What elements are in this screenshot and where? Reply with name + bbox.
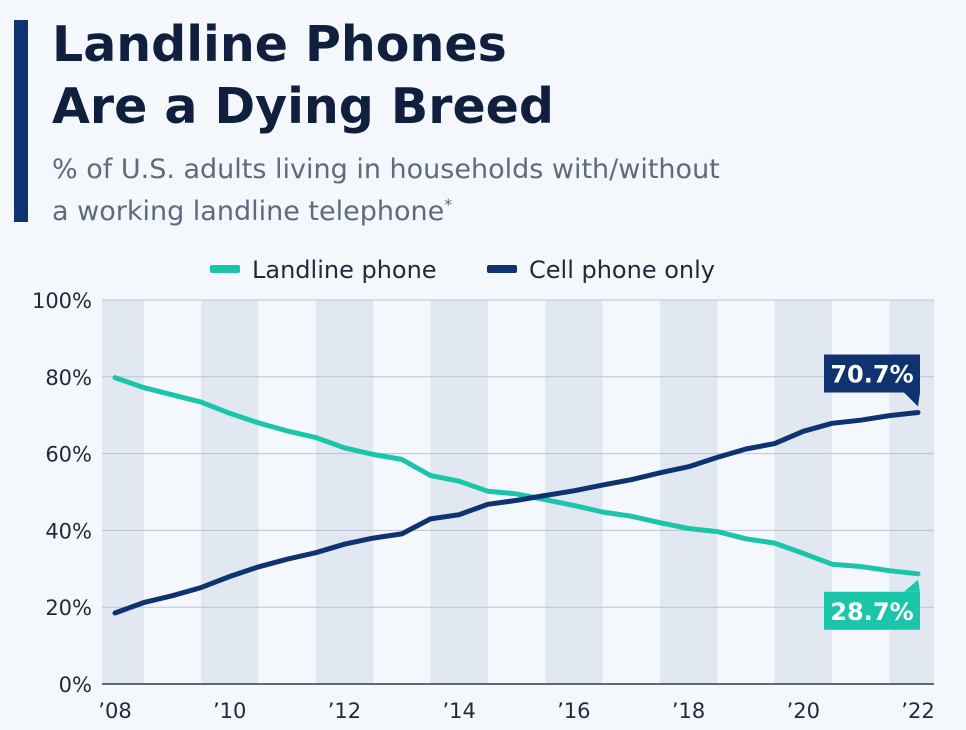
legend-swatch [210, 265, 240, 273]
x-tick-label: ’12 [328, 699, 361, 723]
background-band [102, 300, 144, 684]
y-tick-label: 20% [45, 596, 92, 620]
x-tick-label: ’20 [787, 699, 820, 723]
y-tick-label: 80% [45, 366, 92, 390]
x-tick-label: ’22 [901, 699, 934, 723]
series-line [112, 410, 921, 616]
series-lines [112, 375, 921, 616]
end-label-box [824, 354, 920, 393]
legend-swatch [487, 265, 517, 273]
accent-bar [14, 20, 28, 222]
y-tick-label: 40% [45, 519, 92, 543]
y-tick-label: 100% [32, 289, 92, 313]
x-tick-label: ’08 [98, 699, 131, 723]
end-label-text: 28.7% [830, 598, 913, 626]
background-band [774, 300, 832, 684]
title-line-2: Are a Dying Breed [52, 78, 554, 135]
x-axis-labels: ’08 ’10 ’12 ’14 ’16 ’18 ’20 ’22 [98, 699, 934, 723]
x-tick-label: ’10 [213, 699, 246, 723]
end-label-text: 70.7% [830, 361, 913, 389]
chart-subtitle: % of U.S. adults living in households wi… [52, 152, 852, 229]
footnote-mark: * [444, 195, 453, 214]
background-band [659, 300, 718, 684]
subtitle-line-2: a working landline telephone [52, 196, 445, 227]
series-line [112, 375, 921, 577]
background-band [315, 300, 374, 684]
y-tick-label: 60% [45, 443, 92, 467]
end-label-pointer [904, 579, 920, 592]
background-band [430, 300, 488, 684]
chart-title: Landline Phones Are a Dying Breed [52, 14, 554, 138]
x-tick-label: ’14 [442, 699, 475, 723]
legend: Landline phone Cell phone only [210, 256, 715, 284]
subtitle-line-1: % of U.S. adults living in households wi… [52, 154, 720, 185]
line-chart: 0% 20% 40% 60% 80% 100% ’08 ’10 ’12 ’14 ’16 ’18 ’20… [32, 256, 935, 723]
end-labels: 28.7% 70.7% [824, 354, 920, 630]
y-tick-label: 0% [59, 673, 92, 697]
legend-label: Landline phone [252, 256, 437, 284]
x-tick-label: ’18 [672, 699, 705, 723]
x-tick-label: ’16 [557, 699, 590, 723]
y-axis-labels: 0% 20% 40% 60% 80% 100% [32, 289, 92, 697]
gridlines [102, 299, 934, 685]
end-label-box [824, 591, 920, 630]
legend-label: Cell phone only [529, 256, 715, 284]
background-band [201, 300, 259, 684]
title-line-1: Landline Phones [52, 16, 507, 73]
end-label-pointer [904, 392, 920, 407]
